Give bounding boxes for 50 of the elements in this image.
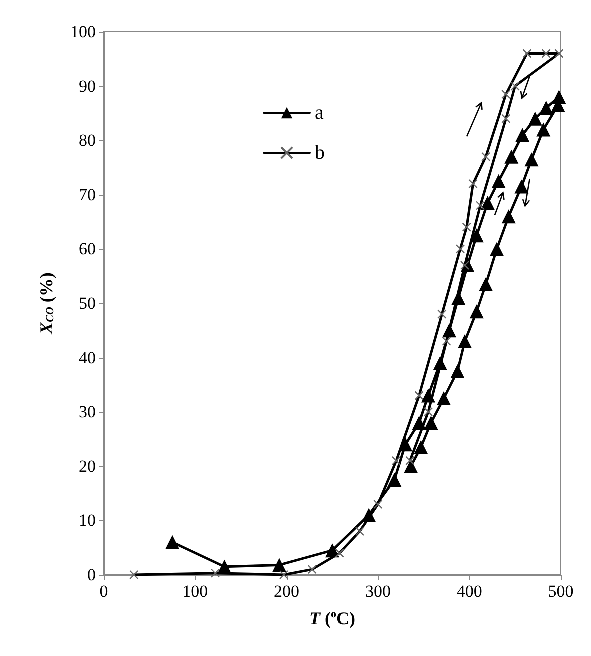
point [450,364,465,378]
point [218,560,232,574]
point [524,152,539,167]
point [412,416,426,430]
point [398,438,413,452]
y-tick-label: 10 [79,511,96,530]
point [516,128,530,142]
y-tick-label: 80 [79,131,96,150]
y-tick-label: 20 [79,456,96,476]
y-tick-label: 60 [79,240,96,259]
x-tick-label: 400 [456,582,482,601]
point [470,304,484,319]
x-tick-label: 0 [100,582,108,601]
point [326,544,340,558]
point [458,334,472,349]
point [388,472,402,487]
y-tick-label: 100 [70,22,96,42]
y-axis-title: XCO (%) [36,272,56,336]
point [514,180,529,194]
point [502,210,516,224]
point [528,112,542,126]
legend-label: b [315,142,325,164]
y-tick-label: 90 [79,76,96,96]
point [421,388,436,403]
x-tick-label: 200 [274,582,300,601]
y-tick-label: 70 [79,185,96,204]
point [539,101,554,116]
point [437,392,452,406]
y-tick-label: 40 [79,348,96,368]
point [536,122,551,137]
point [404,459,418,474]
point [479,277,494,292]
point [362,508,376,522]
point [490,242,504,256]
point [480,196,495,210]
point [504,150,519,164]
x-tick-label: 100 [182,582,208,601]
point [272,558,286,572]
x-tick-label: 300 [365,582,391,601]
point [424,416,438,430]
y-tick-label: 30 [79,402,96,422]
y-tick-label: 50 [79,294,96,313]
point [492,174,506,188]
point [166,535,180,550]
point [442,324,456,338]
legend-label: a [315,102,324,124]
point [414,440,428,454]
point [433,356,448,370]
y-tick-label: 0 [88,566,96,584]
x-tick-label: 500 [548,582,574,601]
